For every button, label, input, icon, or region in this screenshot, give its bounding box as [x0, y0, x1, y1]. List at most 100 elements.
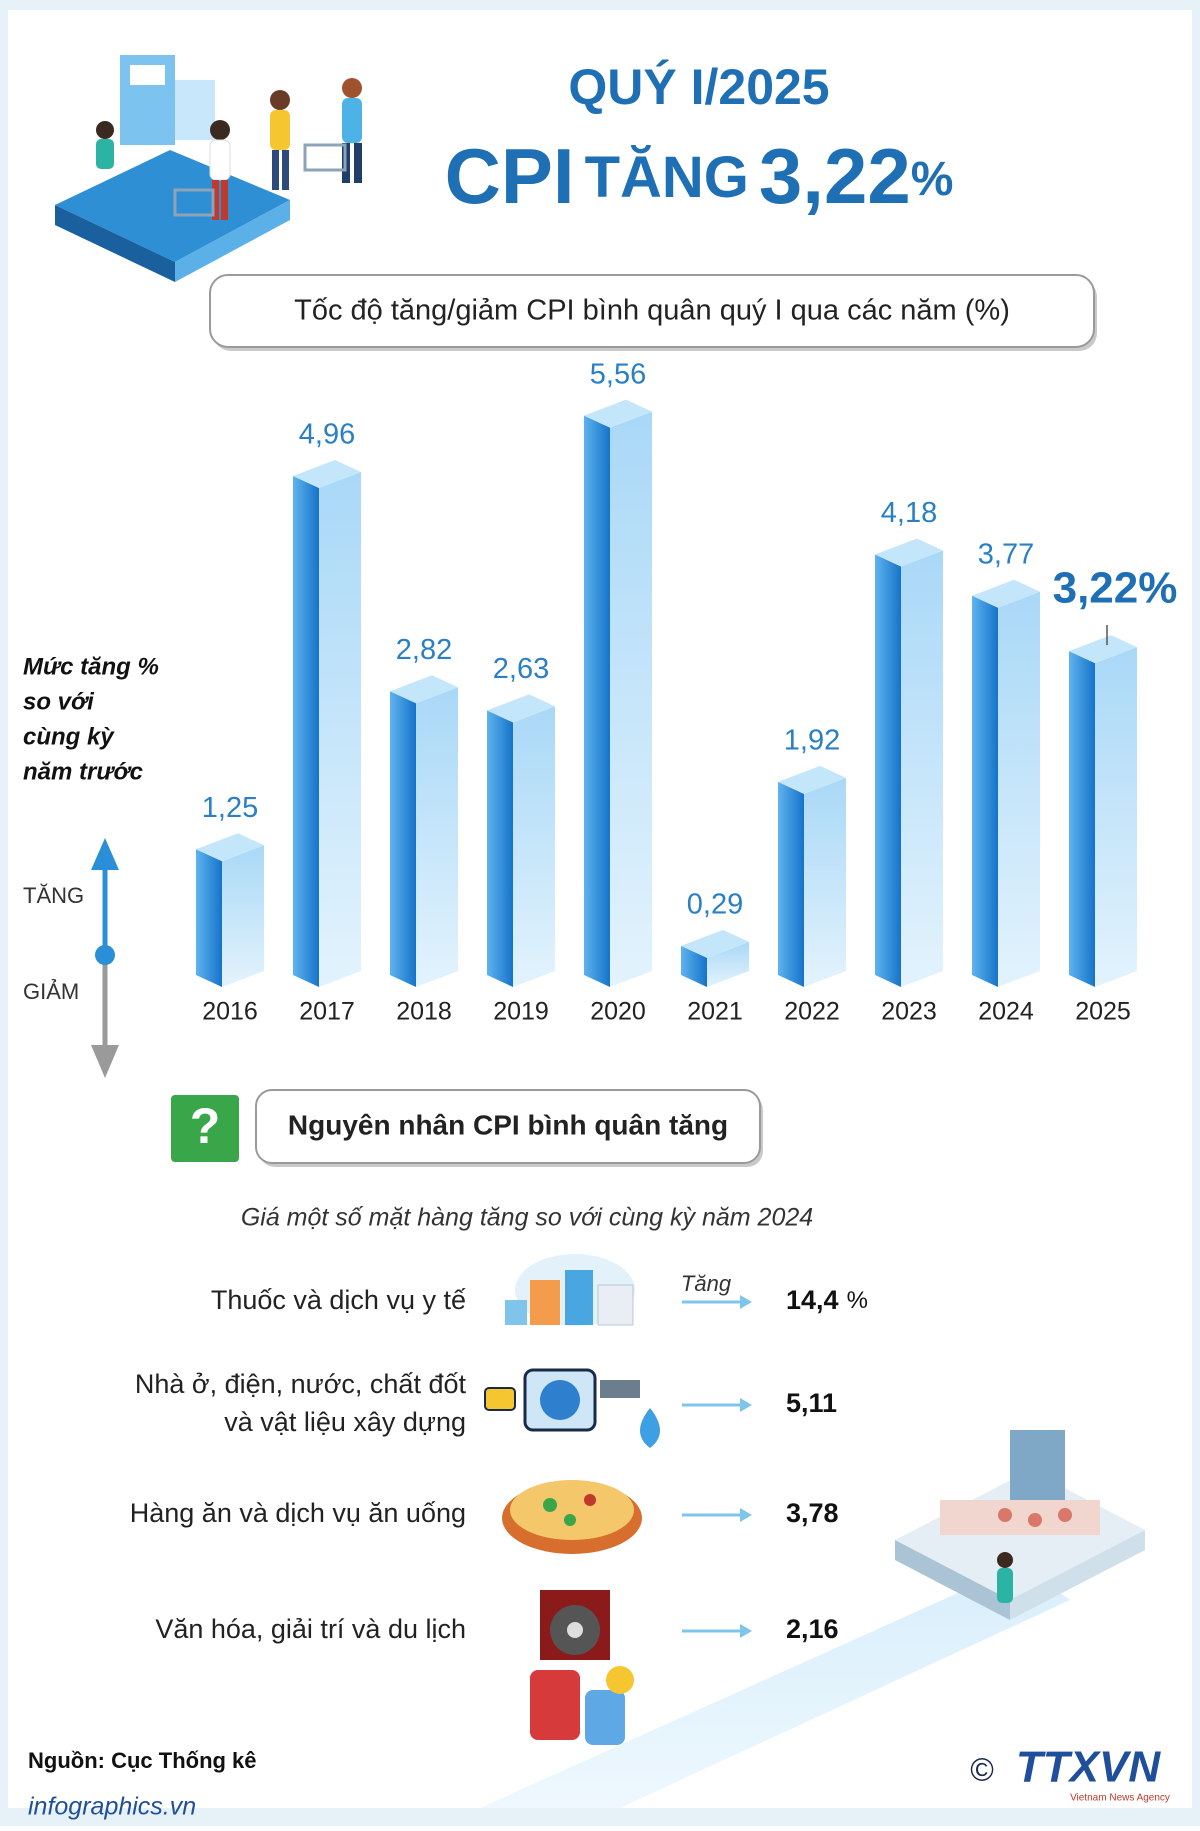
- value-label: 2,82: [396, 634, 452, 666]
- x-tick-label: 2018: [396, 998, 452, 1026]
- bar-side: [901, 550, 943, 987]
- item-value: 5,11: [786, 1388, 837, 1418]
- header-cpi: CPI: [445, 132, 575, 220]
- bar-top: [1069, 635, 1137, 664]
- header-verb: TĂNG: [585, 145, 749, 210]
- chart-title: Tốc độ tăng/giảm CPI bình quân quý I qua…: [294, 295, 1010, 327]
- bar-side: [707, 941, 749, 987]
- item-arrowhead: [740, 1398, 752, 1412]
- bar-front: [584, 415, 610, 987]
- header-value: 3,22: [759, 132, 911, 220]
- bar-front: [972, 595, 998, 987]
- x-tick-label: 2024: [978, 998, 1034, 1026]
- logo-name: TTXVN: [1016, 1743, 1161, 1792]
- value-label: 3,22%: [1053, 564, 1178, 613]
- illustration-checkout: [55, 55, 362, 282]
- bar-front: [1069, 651, 1095, 987]
- value-label: 3,77: [978, 538, 1034, 570]
- reason-items: Thuốc và dịch vụ y tế 14,4 % Nhà ở, điện, n…: [130, 1285, 868, 1644]
- bar-top: [487, 694, 555, 723]
- item-label: Hàng ăn và dịch vụ ăn uống: [130, 1498, 466, 1528]
- illustration-store: [480, 1430, 1145, 1808]
- x-tick-label: 2017: [299, 998, 355, 1026]
- x-tick-label: 2022: [784, 998, 840, 1026]
- item-value-number: 2,16: [786, 1614, 839, 1644]
- bar-side: [610, 411, 652, 987]
- bar-front: [778, 781, 804, 987]
- bar-top: [778, 765, 846, 794]
- up-arrow-head: [91, 838, 119, 870]
- item-value-number: 5,11: [786, 1388, 837, 1418]
- item-label: Văn hóa, giải trí và du lịch: [155, 1614, 466, 1644]
- item-value: 14,4%: [786, 1285, 868, 1315]
- x-tick-label: 2025: [1075, 998, 1131, 1026]
- bars: 2016 1,25 2017 4,96 2018 2,82 2019 2,63 2020 5,56…: [196, 358, 1178, 1026]
- icon-culture: [530, 1590, 634, 1745]
- x-tick-label: 2020: [590, 998, 646, 1026]
- logo-copyright: ©: [970, 1751, 994, 1787]
- question-icon: [171, 1095, 239, 1162]
- title-box: [209, 274, 1095, 348]
- x-tick-label: 2016: [202, 998, 258, 1026]
- item-arrowhead: [740, 1624, 752, 1638]
- bar-side: [222, 845, 264, 987]
- item-label: Nhà ở, điện, nước, chất đốt: [135, 1369, 467, 1399]
- bar-side: [804, 777, 846, 987]
- y-label-line: năm trước: [23, 758, 143, 785]
- reasons-subtitle: Giá một số mặt hàng tăng so với cùng kỳ …: [241, 1204, 813, 1232]
- increase-label: Tăng: [681, 1271, 732, 1296]
- source: Nguồn: Cục Thống kê: [28, 1748, 257, 1773]
- x-tick-label: 2021: [687, 998, 743, 1026]
- y-label-line: Mức tăng %: [23, 653, 159, 680]
- value-label: 1,92: [784, 725, 840, 757]
- header-unit: %: [911, 153, 954, 206]
- y-label-line: so với: [23, 688, 95, 715]
- value-label: 5,56: [590, 358, 646, 390]
- question-mark: ?: [190, 1098, 221, 1154]
- up-label: TĂNG: [23, 883, 84, 908]
- reasons-title: Nguyên nhân CPI bình quân tăng: [288, 1109, 728, 1140]
- item-arrowhead: [740, 1508, 752, 1522]
- bar-front: [293, 476, 319, 987]
- bar-front: [390, 691, 416, 987]
- icon-utilities: [484, 1368, 660, 1448]
- bar-side: [319, 472, 361, 987]
- bar-top: [390, 675, 458, 704]
- down-label: GIẢM: [23, 979, 79, 1004]
- zero-dot: [95, 945, 115, 965]
- bar-side: [416, 687, 458, 987]
- down-arrow-head: [91, 1045, 119, 1078]
- icon-food: [502, 1480, 642, 1554]
- item-value: 2,16: [786, 1614, 839, 1644]
- bar-side: [998, 591, 1040, 987]
- reasons-box: [255, 1089, 761, 1164]
- item-label: Thuốc và dịch vụ y tế: [211, 1285, 466, 1315]
- item-value-number: 14,4: [786, 1285, 839, 1315]
- bar-side: [1095, 647, 1137, 987]
- bar-top: [584, 399, 652, 428]
- item-value: 3,78: [786, 1498, 839, 1528]
- bar-front: [875, 554, 901, 987]
- bar-top: [875, 538, 943, 567]
- value-label: 2,63: [493, 653, 549, 685]
- bar-side: [513, 706, 555, 987]
- icon-medicine: [505, 1254, 635, 1326]
- footer: infographics.vn: [28, 1793, 196, 1821]
- bar-top: [196, 833, 264, 862]
- value-label: 4,96: [299, 419, 355, 451]
- item-value-unit: %: [847, 1287, 868, 1314]
- x-tick-label: 2023: [881, 998, 937, 1026]
- logo-tagline: Vietnam News Agency: [1070, 1793, 1170, 1804]
- bar-top: [293, 460, 361, 489]
- item-arrowhead: [740, 1295, 752, 1309]
- header-line2: CPI TĂNG 3,22%: [445, 132, 954, 220]
- bar-top: [681, 929, 749, 958]
- bar-front: [681, 945, 707, 987]
- header-line1: QUÝ I/2025: [568, 59, 829, 115]
- y-axis-label: Mức tăng % so với cùng kỳ năm trước: [23, 653, 159, 785]
- value-label: 1,25: [202, 792, 258, 824]
- value-label: 4,18: [881, 497, 937, 529]
- item-value-number: 3,78: [786, 1498, 839, 1528]
- bar-front: [196, 849, 222, 987]
